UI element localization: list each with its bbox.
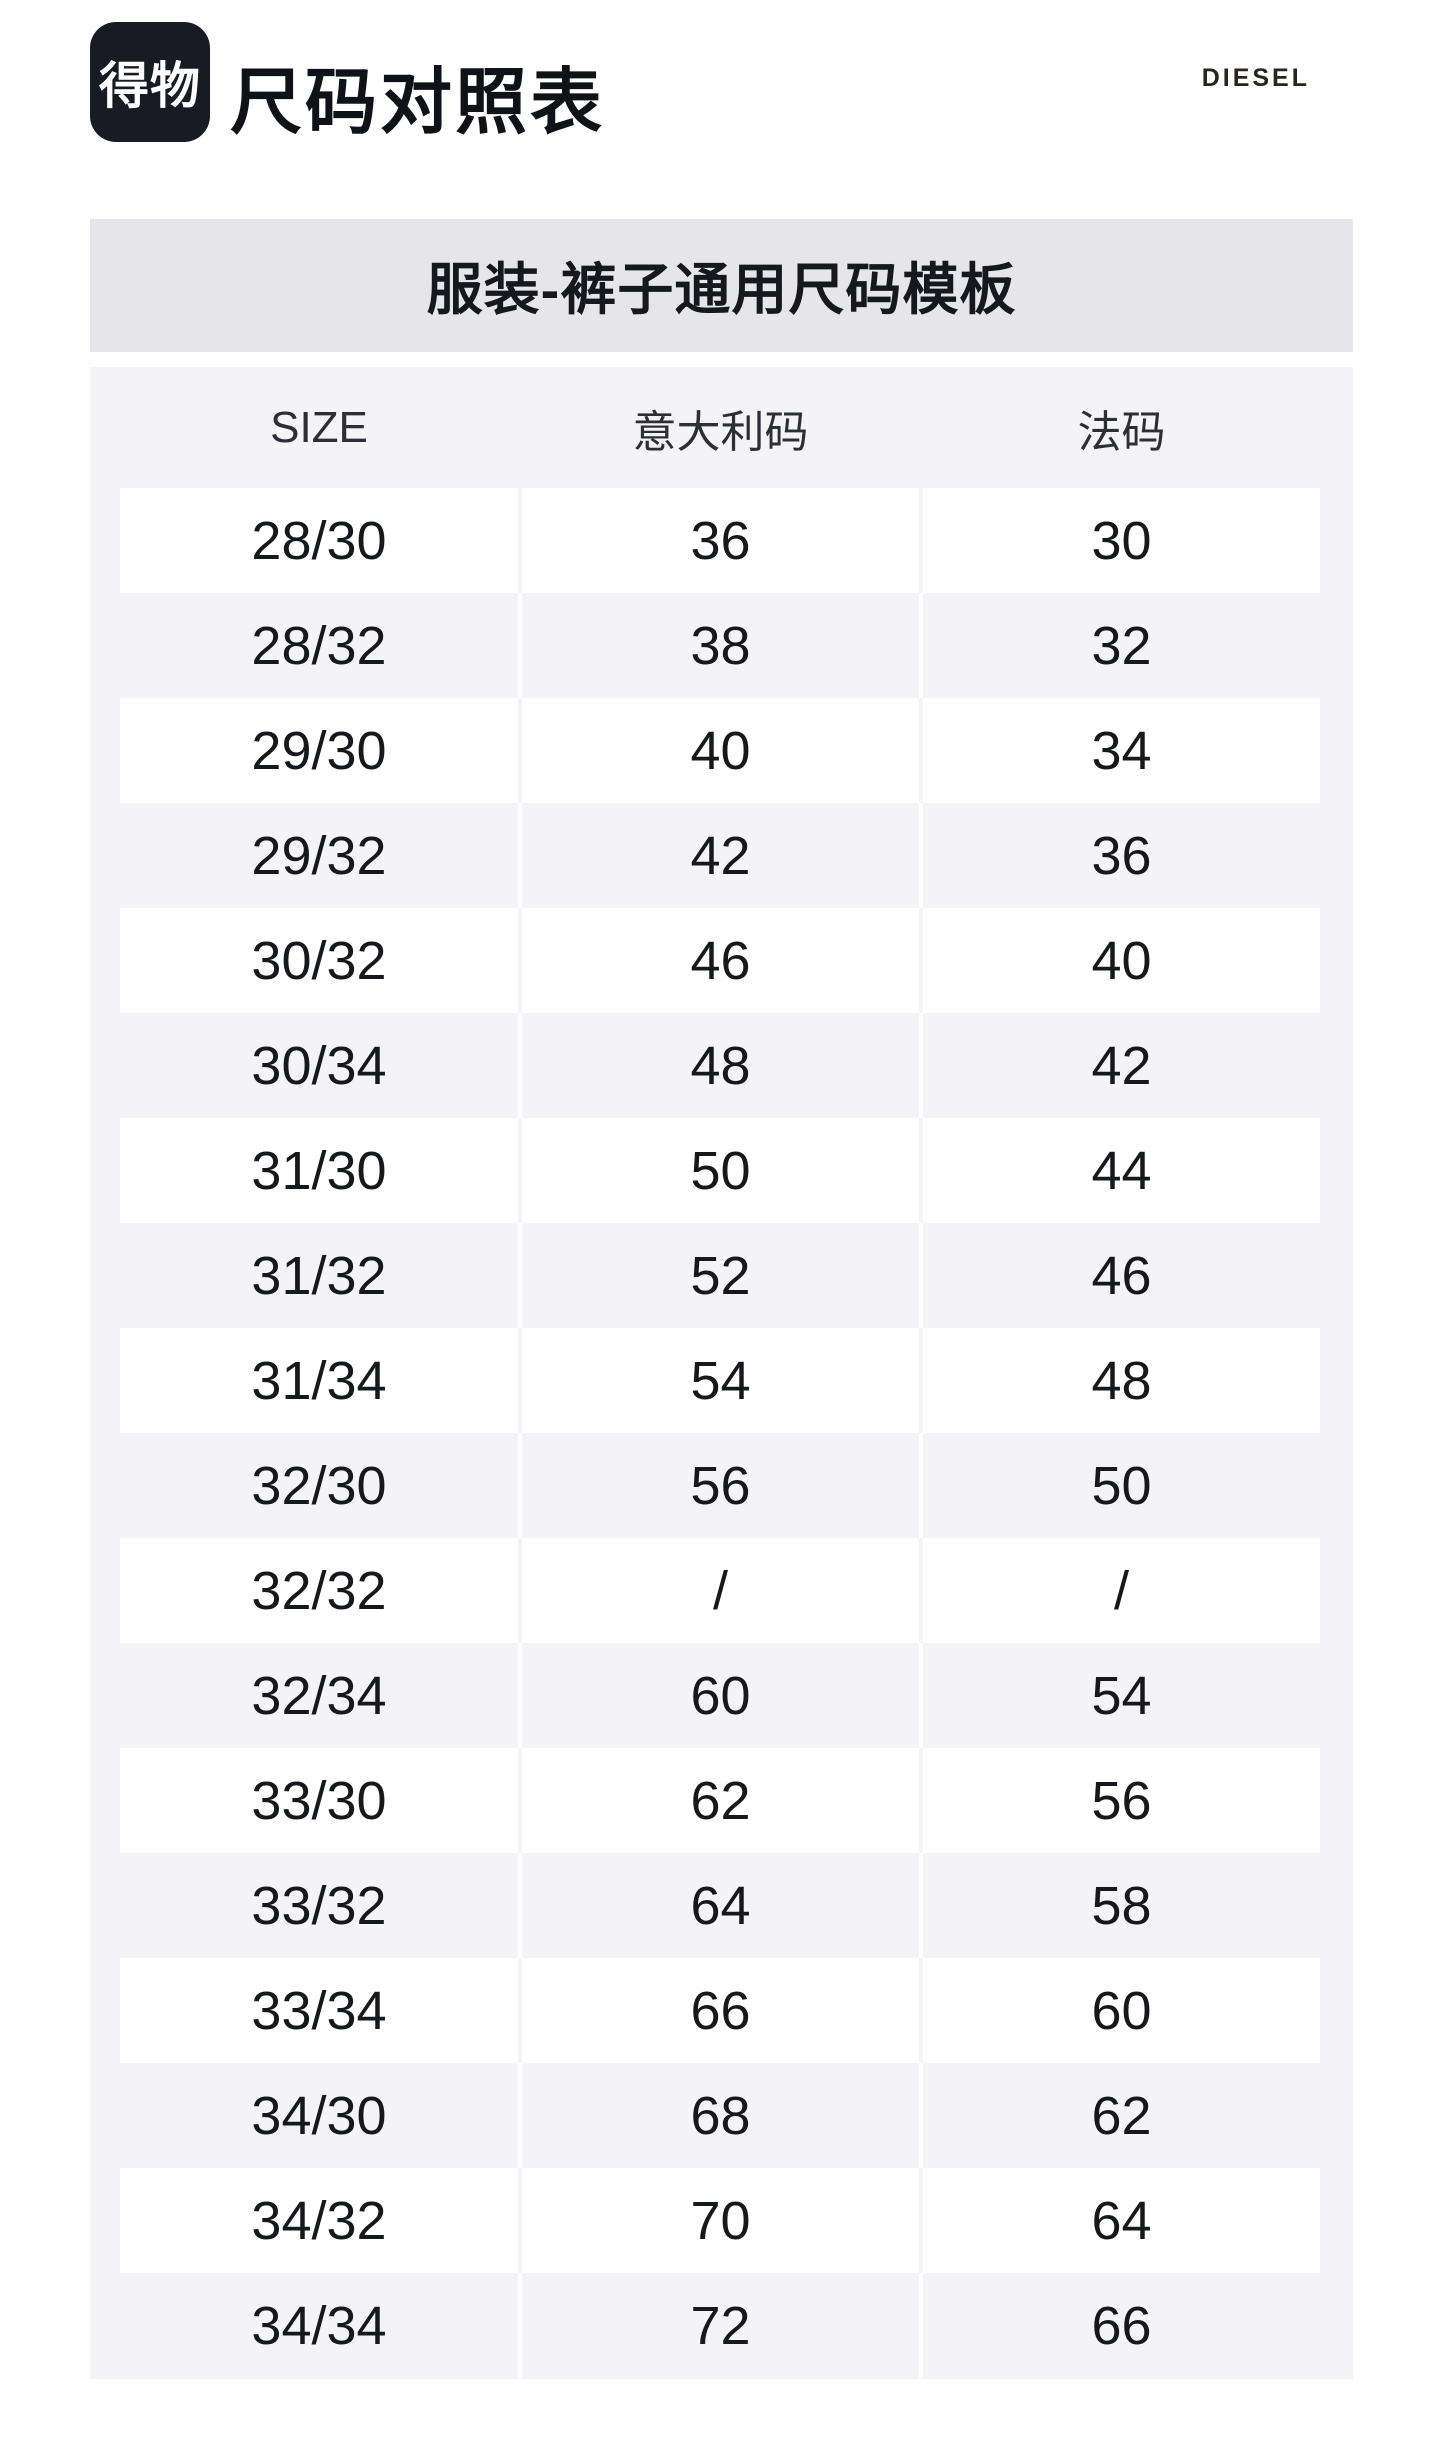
column-header-italy: 意大利码: [632, 407, 809, 457]
table-body: 28/30 36 30 28/32 38 32 29/30 40 34 29/3…: [120, 488, 1320, 2378]
table-cell-france: 58: [923, 1853, 1320, 1958]
table-cell-france: 44: [923, 1118, 1320, 1223]
table-cell-size: 30/34: [120, 1013, 518, 1118]
table-cell-italy: 48: [522, 1013, 919, 1118]
table-cell-france: 42: [923, 1013, 1320, 1118]
template-title-bar: 服装-裤子通用尺码模板: [90, 219, 1353, 352]
table-cell-size: 33/30: [120, 1748, 518, 1853]
table-cell-france: 46: [923, 1223, 1320, 1328]
table-cell-italy: 50: [522, 1118, 919, 1223]
table-row: 33/34 66 60: [120, 1958, 1320, 2063]
table-cell-size: 31/30: [120, 1118, 518, 1223]
table-row: 33/30 62 56: [120, 1748, 1320, 1853]
table-row: 28/32 38 32: [120, 593, 1320, 698]
table-cell-size: 32/30: [120, 1433, 518, 1538]
table-cell-size: 32/32: [120, 1538, 518, 1643]
table-cell-size: 34/34: [120, 2273, 518, 2378]
table-cell-italy: 70: [522, 2168, 919, 2273]
table-row: 30/34 48 42: [120, 1013, 1320, 1118]
table-cell-size: 33/32: [120, 1853, 518, 1958]
dewu-logo-text: 得物: [99, 58, 201, 114]
table-cell-size: 32/34: [120, 1643, 518, 1748]
column-header-size: SIZE: [270, 402, 368, 452]
table-cell-italy: 56: [522, 1433, 919, 1538]
table-cell-size: 28/32: [120, 593, 518, 698]
table-cell-italy: 60: [522, 1643, 919, 1748]
table-cell-size: 31/32: [120, 1223, 518, 1328]
table-row: 32/34 60 54: [120, 1643, 1320, 1748]
table-cell-italy: 46: [522, 908, 919, 1013]
table-cell-size: 34/32: [120, 2168, 518, 2273]
table-row: 34/32 70 64: [120, 2168, 1320, 2273]
table-cell-france: 32: [923, 593, 1320, 698]
table-cell-italy: 64: [522, 1853, 919, 1958]
table-cell-italy: 42: [522, 803, 919, 908]
page-title: 尺码对照表: [230, 63, 606, 143]
table-cell-italy: 38: [522, 593, 919, 698]
table-cell-italy: 62: [522, 1748, 919, 1853]
table-row: 31/34 54 48: [120, 1328, 1320, 1433]
table-row: 32/32 / /: [120, 1538, 1320, 1643]
table-row: 34/34 72 66: [120, 2273, 1320, 2378]
table-cell-size: 28/30: [120, 488, 518, 593]
table-cell-italy: /: [522, 1538, 919, 1643]
table-cell-france: 56: [923, 1748, 1320, 1853]
table-cell-size: 34/30: [120, 2063, 518, 2168]
table-cell-italy: 68: [522, 2063, 919, 2168]
template-title: 服装-裤子通用尺码模板: [426, 258, 1017, 321]
brand-logo: DIESEL: [1201, 64, 1310, 92]
table-cell-france: 50: [923, 1433, 1320, 1538]
table-cell-size: 33/34: [120, 1958, 518, 2063]
table-cell-france: 40: [923, 908, 1320, 1013]
table-row: 33/32 64 58: [120, 1853, 1320, 1958]
dewu-logo: 得物: [90, 22, 210, 142]
table-cell-size: 29/30: [120, 698, 518, 803]
table-cell-france: 66: [923, 2273, 1320, 2378]
table-row: 32/30 56 50: [120, 1433, 1320, 1538]
table-cell-france: 30: [923, 488, 1320, 593]
table-cell-italy: 36: [522, 488, 919, 593]
size-table-panel: SIZE 意大利码 法码 28/30 36 30 28/32 38 32 29/…: [90, 367, 1353, 2379]
table-cell-france: 64: [923, 2168, 1320, 2273]
table-cell-italy: 54: [522, 1328, 919, 1433]
table-cell-france: 36: [923, 803, 1320, 908]
table-cell-france: 62: [923, 2063, 1320, 2168]
table-row: 31/32 52 46: [120, 1223, 1320, 1328]
table-cell-france: 48: [923, 1328, 1320, 1433]
table-header-row: SIZE 意大利码 法码: [120, 367, 1320, 488]
table-row: 34/30 68 62: [120, 2063, 1320, 2168]
table-cell-france: /: [923, 1538, 1320, 1643]
table-cell-france: 60: [923, 1958, 1320, 2063]
table-row: 29/32 42 36: [120, 803, 1320, 908]
table-cell-italy: 52: [522, 1223, 919, 1328]
table-row: 29/30 40 34: [120, 698, 1320, 803]
table-cell-size: 31/34: [120, 1328, 518, 1433]
table-row: 28/30 36 30: [120, 488, 1320, 593]
table-cell-france: 54: [923, 1643, 1320, 1748]
table-cell-size: 29/32: [120, 803, 518, 908]
table-cell-italy: 40: [522, 698, 919, 803]
column-header-france: 法码: [1077, 407, 1166, 457]
table-cell-italy: 72: [522, 2273, 919, 2378]
table-cell-italy: 66: [522, 1958, 919, 2063]
table-cell-france: 34: [923, 698, 1320, 803]
table-cell-size: 30/32: [120, 908, 518, 1013]
table-row: 30/32 46 40: [120, 908, 1320, 1013]
table-row: 31/30 50 44: [120, 1118, 1320, 1223]
